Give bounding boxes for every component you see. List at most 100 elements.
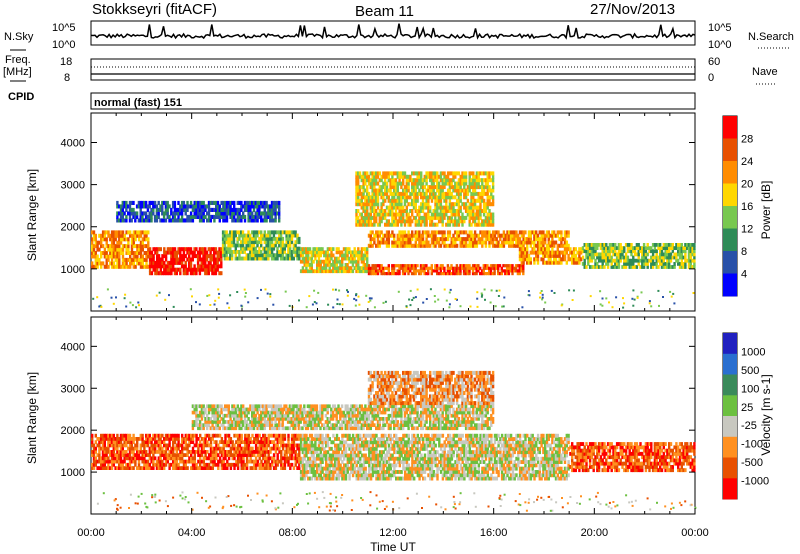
heatmap-cell [250, 499, 252, 501]
heatmap-cell [234, 256, 237, 261]
heatmap-cell [511, 266, 514, 270]
heatmap-cell [470, 171, 473, 176]
heatmap-cell [152, 446, 155, 451]
heatmap-cell [481, 191, 484, 196]
heatmap-cell [226, 433, 229, 438]
heatmap-cell [229, 207, 232, 212]
heatmap-cell [164, 218, 168, 223]
heatmap-cell [423, 272, 426, 276]
heatmap-cell [373, 272, 376, 276]
heatmap-cell [605, 252, 608, 257]
heatmap-cell [247, 200, 250, 205]
heatmap-cell [436, 230, 439, 235]
heatmap-cell [402, 212, 405, 217]
heatmap-cell [145, 244, 148, 249]
heatmap-cell [335, 496, 338, 499]
heatmap-cell [454, 243, 457, 248]
heatmap-cell [561, 506, 564, 509]
heatmap-cell [477, 240, 480, 245]
heatmap-cell [294, 233, 297, 238]
heatmap-cell [407, 188, 410, 193]
heatmap-cell [92, 459, 96, 464]
heatmap-cell [455, 188, 459, 193]
heatmap-cell [182, 254, 186, 259]
heatmap-cell [376, 264, 380, 268]
heatmap-cell [375, 198, 378, 203]
heatmap-cell [633, 298, 636, 301]
heatmap-cell [252, 246, 256, 251]
heatmap-cell [380, 191, 383, 196]
heatmap-cell [141, 450, 144, 454]
heatmap-cell [130, 466, 133, 470]
heatmap-cell [118, 218, 121, 223]
heatmap-cell [233, 453, 236, 457]
heatmap-cell [125, 443, 128, 448]
heatmap-cell [175, 450, 178, 454]
heatmap-cell [263, 253, 266, 258]
heatmap-cell [402, 195, 405, 200]
heatmap-cell [125, 257, 128, 262]
heatmap-cell [484, 185, 488, 190]
heatmap-cell [382, 266, 385, 270]
heatmap-cell [172, 257, 175, 262]
heatmap-cell [488, 188, 491, 193]
heatmap-cell [141, 214, 144, 219]
heatmap-cell [642, 262, 646, 266]
heatmap-cell [405, 188, 408, 193]
heatmap-cell [572, 289, 575, 292]
heatmap-cell [208, 462, 211, 467]
heatmap-cell [398, 174, 401, 179]
heatmap-cell [414, 202, 417, 207]
heatmap-cell [473, 212, 477, 217]
heatmap-cell [217, 466, 220, 470]
heatmap-cell [522, 250, 525, 255]
heatmap-cell [209, 257, 212, 262]
heatmap-cell [245, 443, 249, 448]
heatmap-cell [436, 202, 439, 207]
heatmap-cell [132, 257, 135, 262]
heatmap-cell [630, 243, 633, 247]
heatmap-cell [491, 219, 495, 224]
heatmap-cell [128, 462, 132, 467]
heatmap-cell [594, 249, 597, 254]
heatmap-cell [498, 272, 502, 276]
heatmap-cell [269, 207, 272, 212]
heatmap-cell [200, 200, 204, 205]
heatmap-cell [127, 433, 130, 438]
heatmap-cell [314, 253, 317, 258]
heatmap-cell [477, 209, 480, 213]
heatmap-cell [211, 207, 214, 212]
heatmap-cell [687, 243, 691, 247]
heatmap-cell [341, 494, 344, 496]
heatmap-cell [493, 233, 497, 238]
heatmap-cell [261, 246, 265, 251]
heatmap-cell [193, 271, 196, 276]
heatmap-cell [220, 200, 223, 205]
heatmap-cell [545, 230, 549, 235]
heatmap-cell [367, 178, 371, 183]
heatmap-cell [164, 207, 168, 212]
heatmap-cell [265, 253, 268, 258]
heatmap-cell [490, 212, 493, 217]
heatmap-cell [138, 244, 141, 249]
heatmap-cell [490, 171, 493, 176]
heatmap-cell [188, 218, 191, 223]
heatmap-cell [499, 233, 502, 238]
heatmap-cell [226, 462, 229, 467]
heatmap-cell [173, 204, 177, 209]
heatmap-cell [303, 250, 306, 255]
heatmap-cell [464, 205, 468, 210]
heatmap-cell [177, 437, 180, 441]
heatmap-cell [576, 260, 579, 265]
heatmap-cell [385, 505, 388, 508]
heatmap-cell [432, 174, 435, 179]
heatmap-cell [423, 269, 426, 273]
heatmap-cell [229, 230, 232, 235]
heatmap-cell [463, 178, 466, 183]
heatmap-cell [603, 258, 606, 263]
heatmap-cell [148, 267, 152, 272]
heatmap-cell [132, 233, 135, 238]
heatmap-cell [103, 456, 106, 461]
heatmap-cell [109, 443, 112, 448]
heatmap-cell [420, 195, 423, 200]
